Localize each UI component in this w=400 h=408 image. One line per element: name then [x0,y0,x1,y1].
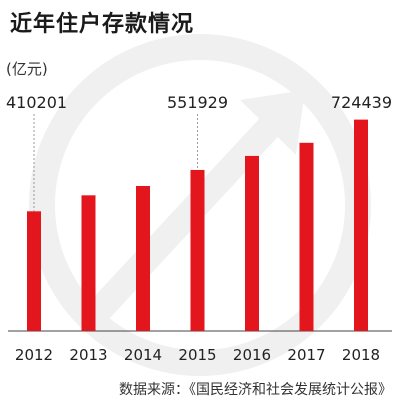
bar-2012 [27,211,41,331]
x-tick-label-2018: 2018 [342,346,380,364]
bar-2016 [245,155,259,331]
bar-2017 [299,142,314,331]
source-note: 数据来源：《国民经济和社会发展统计公报》 [119,382,392,398]
data-label-2015: 551929 [167,93,228,112]
bar-2014 [136,185,150,331]
data-label-2012: 410201 [6,93,67,112]
chart-title: 近年住户存款情况 [10,12,195,37]
data-label-2018: 724439 [331,93,392,112]
x-tick-label-2016: 2016 [233,346,271,364]
x-tick-label-2014: 2014 [124,346,162,364]
bar-2018 [354,119,368,332]
x-tick-label-2013: 2013 [69,346,107,364]
bar-2015 [190,169,205,331]
x-tick-label-2015: 2015 [178,346,216,364]
unit-label: (亿元) [6,60,48,78]
x-tick-label-2017: 2017 [287,346,325,364]
x-tick-label-2012: 2012 [15,346,53,364]
bar-2013 [81,195,96,331]
